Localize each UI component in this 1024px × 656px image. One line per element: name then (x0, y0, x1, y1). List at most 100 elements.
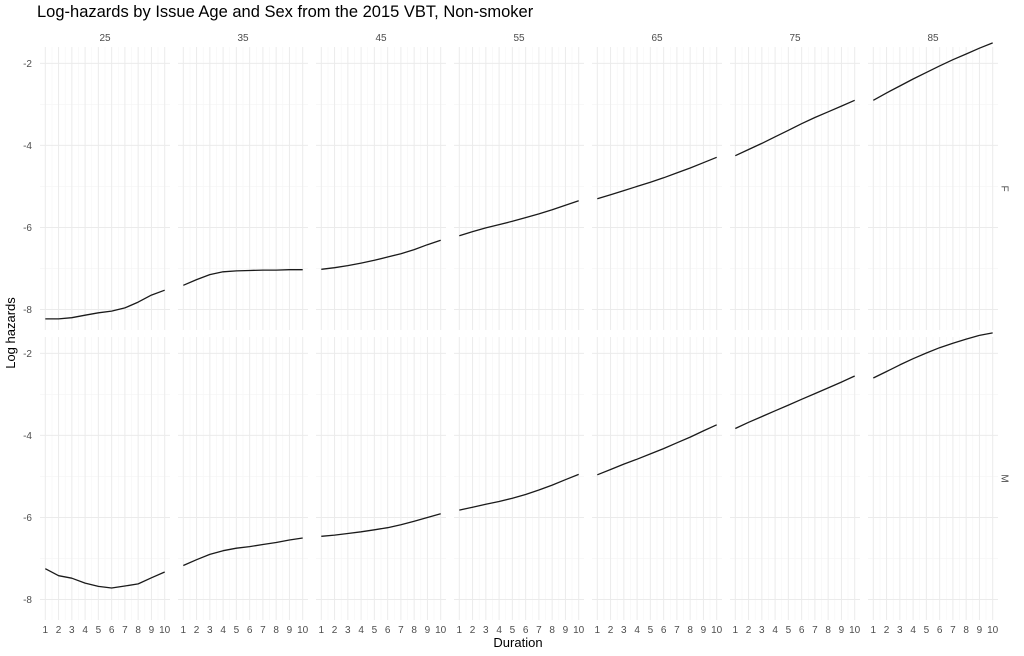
x-tick-label: 5 (372, 625, 378, 636)
x-tick-label: 1 (319, 625, 325, 636)
y-tick-label: -6 (23, 223, 32, 234)
x-tick-label: 10 (711, 625, 723, 636)
x-tick-label: 8 (549, 625, 555, 636)
x-tick-label: 2 (332, 625, 338, 636)
x-tick-label: 1 (457, 625, 463, 636)
x-tick-label: 8 (273, 625, 279, 636)
x-tick-label: 3 (483, 625, 489, 636)
x-tick-label: 6 (661, 625, 667, 636)
x-tick-label: 5 (234, 625, 240, 636)
series-line-M-55 (459, 473, 579, 511)
x-tick-label: 6 (247, 625, 253, 636)
x-tick-label: 1 (181, 625, 187, 636)
x-tick-label: 2 (608, 625, 614, 636)
x-tick-label: 10 (435, 625, 447, 636)
x-tick-label: 6 (799, 625, 805, 636)
facet-col-label: 75 (789, 33, 801, 44)
x-tick-label: 5 (648, 625, 654, 636)
x-tick-label: 9 (149, 625, 155, 636)
x-tick-label: 9 (563, 625, 569, 636)
y-tick-label: -4 (23, 141, 32, 152)
facet-row-label: M (998, 474, 1009, 482)
y-tick-label: -4 (23, 431, 32, 442)
x-tick-label: 4 (772, 625, 778, 636)
x-tick-label: 8 (825, 625, 831, 636)
series-line-M-85 (873, 332, 993, 379)
y-tick-label: -2 (23, 349, 32, 360)
x-tick-label: 7 (950, 625, 956, 636)
x-tick-label: 3 (69, 625, 75, 636)
facet-col-label: 85 (927, 33, 939, 44)
x-tick-label: 2 (884, 625, 890, 636)
x-tick-label: 7 (260, 625, 266, 636)
x-tick-label: 9 (701, 625, 707, 636)
x-tick-label: 10 (297, 625, 309, 636)
x-tick-label: 4 (910, 625, 916, 636)
series-line-F-45 (321, 239, 441, 270)
x-tick-label: 10 (987, 625, 999, 636)
x-tick-label: 7 (674, 625, 680, 636)
facet-col-label: 45 (375, 33, 387, 44)
x-tick-label: 3 (897, 625, 903, 636)
x-tick-label: 4 (358, 625, 364, 636)
y-tick-label: -8 (23, 305, 32, 316)
facet-col-label: 25 (99, 33, 111, 44)
x-tick-label: 2 (194, 625, 200, 636)
x-tick-label: 10 (849, 625, 861, 636)
x-tick-label: 3 (621, 625, 627, 636)
x-tick-label: 9 (287, 625, 293, 636)
x-tick-label: 4 (82, 625, 88, 636)
facet-col-label: 65 (651, 33, 663, 44)
x-tick-label: 10 (159, 625, 171, 636)
y-axis-title: Log hazards (3, 297, 18, 369)
facet-row-label: F (998, 185, 1009, 191)
series-line-F-55 (459, 200, 579, 237)
x-tick-label: 7 (122, 625, 128, 636)
series-line-F-65 (597, 156, 717, 200)
x-axis-title: Duration (493, 635, 542, 650)
x-tick-label: 8 (411, 625, 417, 636)
x-tick-label: 4 (634, 625, 640, 636)
x-tick-label: 9 (977, 625, 983, 636)
series-line-F-85 (872, 42, 993, 101)
series-line-F-35 (183, 269, 303, 286)
y-tick-label: -2 (23, 59, 32, 70)
x-tick-label: 4 (496, 625, 502, 636)
x-tick-label: 8 (687, 625, 693, 636)
x-tick-label: 8 (963, 625, 969, 636)
series-line-F-25 (45, 289, 165, 320)
x-tick-label: 5 (510, 625, 516, 636)
y-tick-label: -8 (23, 595, 32, 606)
x-tick-label: 8 (135, 625, 141, 636)
x-tick-label: 1 (733, 625, 739, 636)
x-tick-label: 2 (746, 625, 752, 636)
x-tick-label: 4 (220, 625, 226, 636)
x-tick-label: 1 (595, 625, 601, 636)
x-tick-label: 5 (96, 625, 102, 636)
x-tick-label: 9 (839, 625, 845, 636)
x-tick-label: 1 (871, 625, 877, 636)
series-line-M-25 (44, 568, 165, 589)
facet-col-label: 35 (237, 33, 249, 44)
chart-title: Log-hazards by Issue Age and Sex from th… (37, 3, 534, 21)
series-line-M-45 (321, 513, 441, 537)
x-tick-label: 9 (425, 625, 431, 636)
x-tick-label: 7 (398, 625, 404, 636)
x-tick-label: 6 (385, 625, 391, 636)
x-tick-label: 5 (924, 625, 930, 636)
y-tick-label: -6 (23, 513, 32, 524)
x-tick-label: 5 (786, 625, 792, 636)
x-tick-label: 2 (470, 625, 476, 636)
x-tick-label: 1 (43, 625, 49, 636)
x-tick-label: 6 (523, 625, 529, 636)
x-tick-label: 3 (759, 625, 765, 636)
series-line-M-35 (183, 537, 303, 567)
x-tick-label: 7 (536, 625, 542, 636)
x-tick-label: 2 (56, 625, 62, 636)
series-line-F-75 (735, 99, 855, 157)
x-tick-label: 10 (573, 625, 585, 636)
x-tick-label: 6 (937, 625, 943, 636)
series-line-M-65 (597, 424, 717, 476)
x-tick-label: 3 (207, 625, 213, 636)
